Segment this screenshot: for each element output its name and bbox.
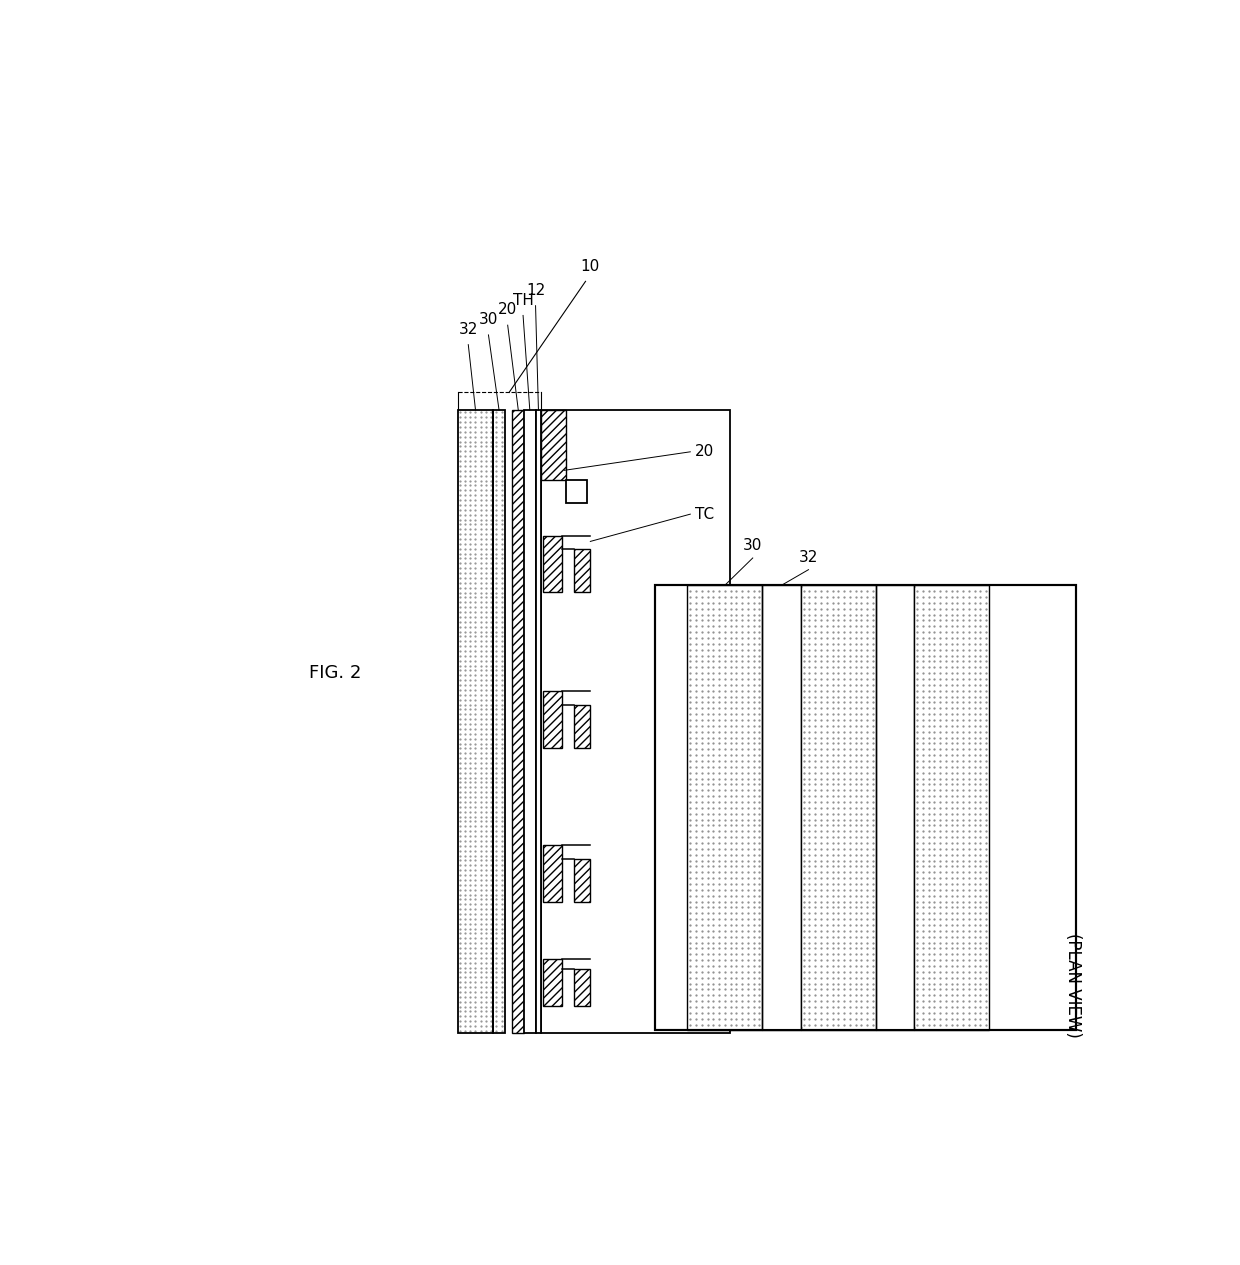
Text: 10: 10 — [580, 258, 600, 273]
Bar — [687, 588, 763, 1027]
Bar — [655, 586, 1075, 1031]
Bar — [914, 588, 990, 1027]
Bar — [567, 479, 588, 503]
Text: 12: 12 — [526, 283, 546, 299]
Bar — [801, 588, 875, 1027]
Bar — [914, 586, 990, 1031]
Bar — [458, 410, 494, 1034]
Text: 30: 30 — [743, 538, 763, 553]
Bar — [801, 586, 875, 1031]
Bar — [543, 535, 563, 592]
Bar — [687, 586, 763, 1031]
Bar — [543, 959, 563, 1006]
Text: FIG. 2: FIG. 2 — [309, 664, 361, 682]
Text: 20: 20 — [696, 444, 714, 459]
Bar — [875, 586, 914, 1031]
Bar — [574, 549, 590, 592]
Text: TH: TH — [512, 292, 533, 307]
Bar — [574, 859, 590, 902]
Bar — [763, 586, 801, 1031]
Bar — [494, 410, 505, 1034]
Text: 30: 30 — [479, 312, 498, 328]
Bar — [543, 692, 563, 748]
Text: 20: 20 — [498, 302, 517, 318]
Text: (PLAN VIEW): (PLAN VIEW) — [1064, 934, 1081, 1039]
Bar — [542, 410, 567, 479]
Bar — [494, 410, 505, 1034]
Bar — [574, 705, 590, 748]
Bar — [536, 410, 542, 1034]
Text: 32: 32 — [459, 321, 477, 336]
Bar — [655, 586, 1075, 1031]
Bar — [525, 410, 536, 1034]
Text: 32: 32 — [799, 550, 818, 564]
Text: TC: TC — [696, 507, 714, 521]
Bar — [542, 410, 729, 1034]
Bar — [574, 969, 590, 1006]
Bar — [458, 410, 494, 1034]
Bar — [512, 410, 525, 1034]
Bar — [543, 845, 563, 902]
